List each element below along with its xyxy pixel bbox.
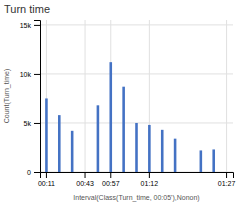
y-tick-mark [34, 74, 40, 75]
plot-area [45, 62, 215, 172]
bar [200, 150, 203, 172]
grid-line-x [110, 20, 111, 172]
bar [71, 131, 74, 172]
bar [58, 115, 61, 172]
grid-line-x [85, 20, 86, 172]
bar [148, 125, 151, 172]
x-tick-label: 00:43 [76, 180, 94, 187]
y-tick: 5k [24, 120, 40, 127]
x-tick: 00:43 [76, 172, 94, 187]
y-axis-title: Count(Turn_time) [3, 69, 11, 124]
bar [135, 123, 138, 172]
x-tick-mark [110, 172, 111, 178]
y-tick-label: 0 [27, 169, 31, 176]
bar [45, 98, 48, 172]
x-tick-label: 01:12 [141, 180, 159, 187]
bar [187, 172, 190, 173]
bar [161, 130, 164, 172]
x-tick-label: 00:11 [38, 180, 55, 187]
grid-line-x [226, 20, 227, 172]
x-tick-label: 00:57 [102, 180, 120, 187]
y-tick-mark [34, 123, 40, 124]
y-axis-line [34, 21, 41, 173]
grid-line-y [40, 24, 233, 25]
bar [97, 105, 100, 172]
x-tick-mark [149, 172, 150, 178]
x-axis-line [41, 173, 234, 179]
x-tick-mark [226, 172, 227, 178]
bar [122, 87, 125, 172]
x-tick: 01:27 [218, 172, 236, 187]
y-tick-label: 15k [20, 22, 32, 29]
y-tick-label: 5k [24, 120, 32, 127]
chart: 00:11 00:43 00:57 01:12 01:27 0 5k 10k 15k Turn t… [0, 0, 243, 206]
y-tick: 10k [20, 71, 40, 78]
grid-line-y [40, 73, 233, 74]
grid-line-x [149, 20, 150, 172]
y-tick-mark [34, 25, 40, 26]
x-axis: 00:11 00:43 00:57 01:12 01:27 [38, 172, 235, 187]
y-axis: 0 5k 10k 15k [20, 21, 41, 176]
bar [212, 149, 215, 172]
x-tick: 01:12 [141, 172, 159, 187]
x-tick-mark [46, 172, 47, 178]
y-tick: 15k [20, 22, 40, 29]
bar [109, 62, 112, 172]
title: Turn time [4, 3, 50, 15]
grid-line-x [46, 20, 47, 172]
y-tick: 0 [27, 169, 40, 176]
bar [84, 172, 87, 173]
y-tick-label: 10k [20, 71, 32, 78]
bar [174, 139, 177, 172]
grid [40, 20, 233, 172]
bar [225, 172, 228, 173]
x-tick-label: 01:27 [218, 180, 236, 187]
y-tick-mark [34, 172, 40, 173]
x-axis-title: Interval(Class(Turn_time, 00:05'),Nonon) [73, 194, 199, 202]
x-tick-mark [85, 172, 86, 178]
x-tick: 00:11 [38, 172, 55, 187]
x-tick: 00:57 [102, 172, 120, 187]
